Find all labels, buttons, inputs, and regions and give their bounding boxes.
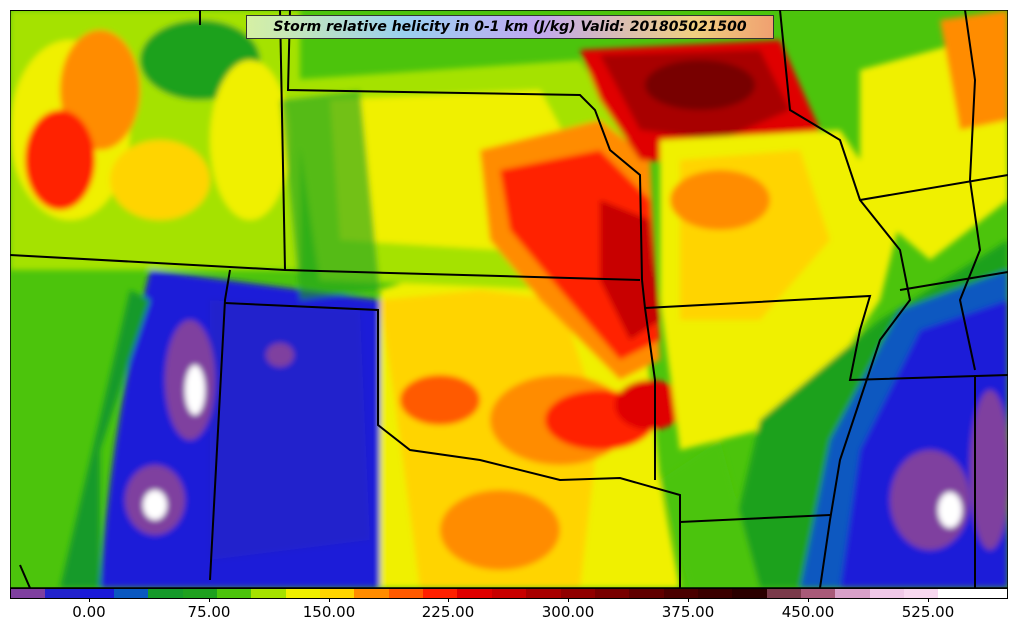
colorbar-swatch — [491, 589, 527, 598]
colorbar-tick-6 — [808, 598, 809, 602]
state-borders — [10, 10, 1008, 588]
colorbar-swatch — [560, 589, 595, 598]
colorbar-swatch — [800, 589, 836, 598]
colorbar-swatch — [423, 589, 458, 598]
colorbar-swatch — [526, 589, 561, 598]
colorbar-swatch — [594, 589, 630, 598]
colorbar-swatch — [148, 589, 183, 598]
colorbar-label: 375.00 — [661, 603, 715, 621]
colorbar-swatch — [629, 589, 664, 598]
colorbar-swatch — [114, 589, 149, 598]
colorbar-label: 525.00 — [901, 603, 955, 621]
colorbar-swatch — [903, 589, 939, 598]
colorbar-swatch — [354, 589, 389, 598]
colorbar-swatch — [285, 589, 321, 598]
colorbar-label: 150.00 — [302, 603, 356, 621]
colorbar-swatch — [732, 589, 767, 598]
colorbar-swatch — [697, 589, 733, 598]
colorbar-swatch — [79, 589, 115, 598]
helicity-field — [10, 10, 1008, 588]
colorbar-tick-2 — [329, 598, 330, 602]
colorbar-swatch — [938, 589, 973, 598]
colorbar-tick-4 — [568, 598, 569, 602]
colorbar-swatch — [182, 589, 218, 598]
colorbar-swatch — [320, 589, 355, 598]
colorbar-swatch — [457, 589, 492, 598]
colorbar-swatch — [766, 589, 801, 598]
colorbar-swatch — [663, 589, 698, 598]
colorbar-swatch — [972, 589, 1007, 598]
colorbar-swatch — [388, 589, 424, 598]
colorbar-label: 450.00 — [781, 603, 835, 621]
colorbar-tick-3 — [448, 598, 449, 602]
colorbar-label: 225.00 — [421, 603, 475, 621]
colorbar-swatch — [45, 589, 80, 598]
colorbar-label: 0.00 — [72, 603, 106, 621]
colorbar-label: 300.00 — [541, 603, 595, 621]
colorbar-tick-7 — [928, 598, 929, 602]
colorbar — [10, 588, 1008, 599]
colorbar-tick-1 — [209, 598, 210, 602]
colorbar-tick-0 — [89, 598, 90, 602]
colorbar-tick-5 — [688, 598, 689, 602]
colorbar-swatch — [835, 589, 870, 598]
colorbar-label: 75.00 — [187, 603, 231, 621]
colorbar-swatch — [869, 589, 904, 598]
map-title: Storm relative helicity in 0-1 km (J/kg)… — [246, 15, 774, 39]
colorbar-swatch — [217, 589, 252, 598]
colorbar-swatch — [11, 589, 46, 598]
colorbar-swatch — [251, 589, 286, 598]
